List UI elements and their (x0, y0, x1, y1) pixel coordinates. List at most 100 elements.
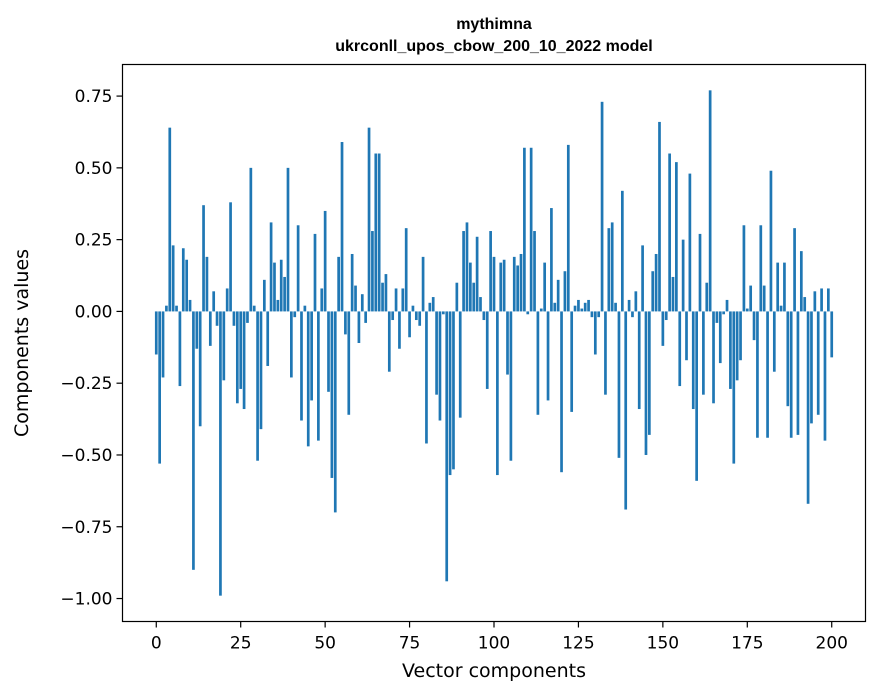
bar (411, 305, 415, 312)
bar (637, 311, 641, 410)
x-tick-label: 125 (562, 634, 594, 654)
bar (803, 297, 807, 312)
bar (330, 311, 334, 478)
bar (448, 311, 452, 476)
bar (276, 299, 280, 312)
bar (671, 276, 675, 312)
bar (344, 311, 347, 335)
bar (496, 311, 499, 476)
bar (779, 305, 783, 312)
bar (252, 305, 256, 312)
bar (617, 311, 621, 458)
x-tick-label: 0 (151, 634, 162, 654)
bar (772, 311, 776, 372)
bar (377, 153, 381, 312)
bar (391, 311, 395, 321)
bar (300, 311, 303, 421)
bar (219, 311, 222, 596)
bar (678, 311, 682, 387)
bar (570, 311, 574, 412)
bar (698, 233, 702, 312)
bar (691, 311, 695, 410)
bar (499, 262, 503, 312)
bar (536, 311, 540, 415)
bar (256, 311, 259, 461)
bar (654, 253, 658, 312)
y-tick-label: 0.25 (75, 231, 113, 251)
bar (587, 299, 590, 312)
bar (830, 311, 834, 358)
bar (658, 121, 661, 312)
bar (725, 299, 729, 312)
chart-title: mythimna (456, 16, 532, 33)
bar (529, 147, 533, 312)
bar (262, 279, 266, 312)
bar (820, 288, 823, 312)
bar (550, 208, 553, 312)
bar (202, 205, 205, 312)
x-tick-label: 100 (478, 634, 510, 654)
bar (469, 262, 472, 312)
bar (438, 311, 442, 421)
bar (715, 311, 719, 323)
bar (695, 311, 698, 481)
bar (580, 308, 584, 312)
bar (560, 311, 563, 473)
bar (381, 282, 384, 312)
bar (563, 271, 567, 312)
bar (414, 311, 418, 321)
bar (208, 311, 212, 346)
bar (310, 311, 313, 401)
bar (823, 311, 827, 441)
bar (306, 311, 310, 447)
bar (553, 302, 557, 312)
bar (161, 311, 165, 378)
bar (192, 311, 195, 570)
bar (428, 302, 432, 312)
bar (526, 311, 530, 315)
x-tick-label: 75 (399, 634, 421, 654)
bar (810, 311, 813, 424)
bar (718, 311, 722, 364)
x-axis-label: Vector components (402, 660, 586, 682)
bar (732, 311, 736, 464)
bar (465, 222, 469, 312)
bar (597, 311, 601, 318)
bar (165, 305, 168, 312)
bar (661, 311, 665, 346)
bar (651, 271, 655, 312)
bar (371, 231, 374, 312)
bar (242, 311, 246, 410)
bar (668, 153, 671, 312)
bar (431, 297, 435, 312)
bar (435, 311, 438, 395)
bar (789, 311, 793, 438)
bar (742, 225, 746, 312)
bar (590, 311, 594, 318)
bar (729, 311, 732, 389)
bar (786, 311, 790, 407)
bar (441, 311, 445, 315)
bar (502, 259, 506, 312)
bar (539, 308, 543, 312)
bar (215, 311, 219, 326)
bar (421, 256, 425, 312)
bar (178, 311, 182, 387)
bar (320, 288, 324, 312)
bar (404, 228, 408, 312)
bar (644, 311, 648, 455)
bar (279, 259, 283, 312)
bar (749, 285, 753, 312)
bar (347, 311, 351, 415)
bar (188, 299, 192, 312)
bar (745, 308, 749, 312)
bar (293, 311, 297, 318)
y-axis-label: Components values (11, 249, 33, 437)
bar (168, 127, 172, 312)
bar (489, 231, 492, 312)
bar (664, 311, 668, 321)
bar (675, 162, 678, 312)
bar (296, 225, 300, 312)
bar (154, 311, 158, 355)
bar (269, 222, 273, 312)
